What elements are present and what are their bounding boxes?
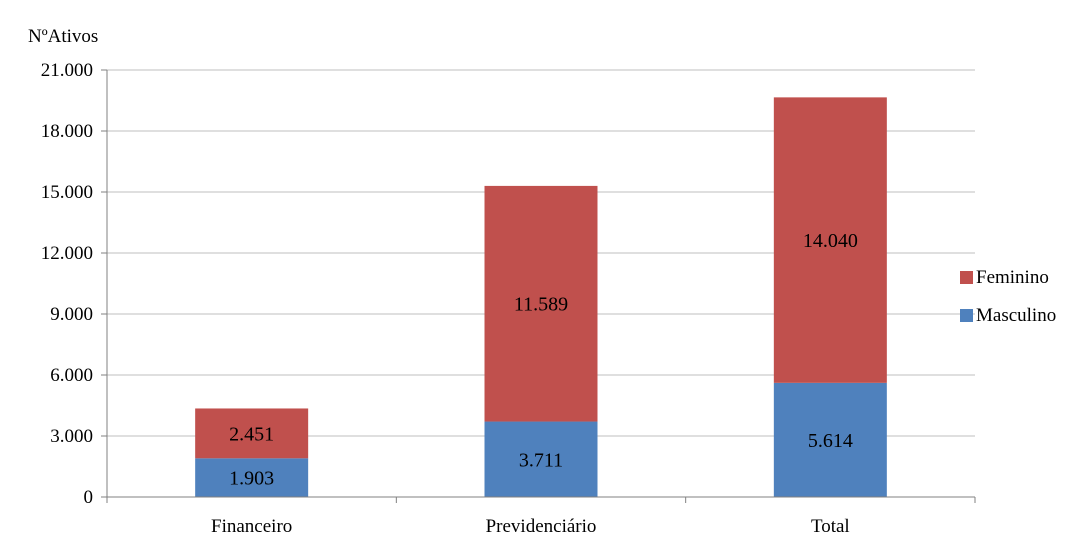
data-label: 11.589 bbox=[514, 294, 568, 316]
legend-label-feminino: Feminino bbox=[976, 267, 1049, 288]
y-tick-label: 21.000 bbox=[41, 60, 93, 81]
x-tick-label: Previdenciário bbox=[486, 516, 597, 537]
y-tick-label: 18.000 bbox=[41, 121, 93, 142]
bar-feminino-2 bbox=[773, 97, 887, 383]
legend-label-masculino: Masculino bbox=[976, 305, 1056, 326]
y-axis-label: NºAtivos bbox=[28, 26, 98, 47]
bar-masculino-1 bbox=[484, 421, 598, 497]
bar-masculino-0 bbox=[195, 458, 309, 497]
bar-feminino-0 bbox=[195, 408, 309, 459]
x-tick-label: Total bbox=[811, 516, 850, 537]
y-axis-ticks: 0 3.000 6.000 9.000 12.000 15.000 18.000 21.000 bbox=[41, 60, 93, 508]
data-label: 3.711 bbox=[519, 449, 563, 471]
x-tick-label: Financeiro bbox=[211, 516, 292, 537]
data-label: 2.451 bbox=[229, 423, 274, 445]
bar-feminino-1 bbox=[484, 185, 598, 422]
y-tick-label: 3.000 bbox=[50, 426, 93, 447]
data-label: 5.614 bbox=[808, 430, 853, 452]
legend-swatch-feminino bbox=[960, 271, 973, 284]
y-tick-label: 12.000 bbox=[41, 243, 93, 264]
y-tick-label: 0 bbox=[84, 487, 94, 508]
y-tick-label: 15.000 bbox=[41, 182, 93, 203]
y-tick-label: 9.000 bbox=[50, 304, 93, 325]
legend: Feminino Masculino bbox=[960, 267, 1056, 326]
axes bbox=[101, 69, 976, 503]
y-tick-label: 6.000 bbox=[50, 365, 93, 386]
x-axis-ticks: Financeiro Previdenciário Total bbox=[211, 516, 850, 537]
bars: 1.903 2.451 3.711 11.589 5.614 14.040 bbox=[195, 97, 887, 497]
bar-masculino-2 bbox=[773, 382, 887, 497]
data-label: 1.903 bbox=[229, 468, 274, 490]
data-label: 14.040 bbox=[803, 230, 858, 252]
legend-swatch-masculino bbox=[960, 309, 973, 322]
